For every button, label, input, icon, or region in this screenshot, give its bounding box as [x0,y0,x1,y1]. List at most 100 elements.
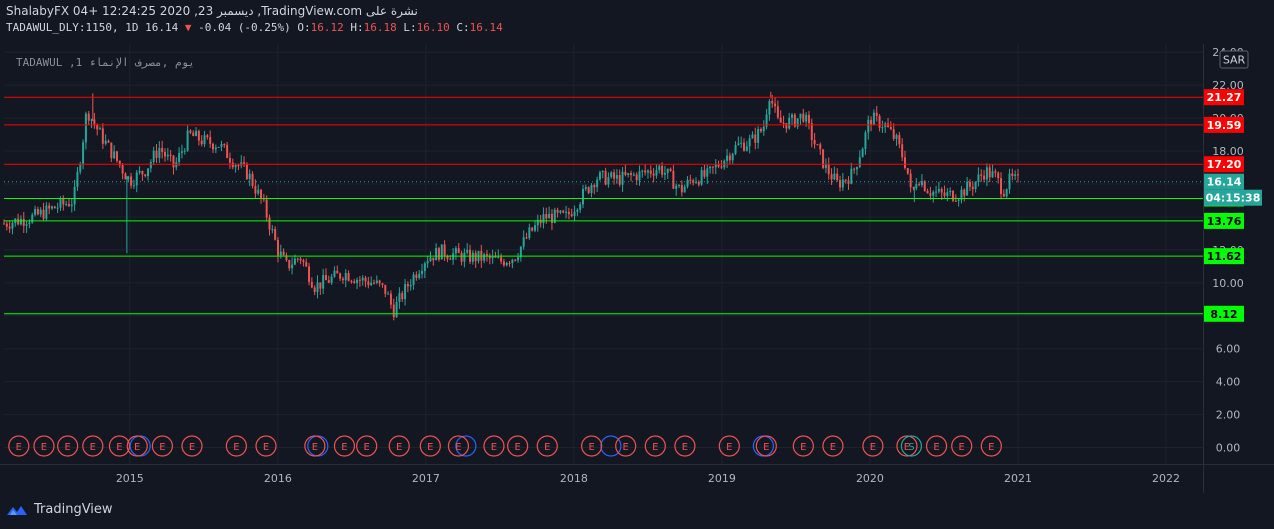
candle-body [271,229,274,231]
candle-body [53,206,56,209]
candle-body [731,153,734,161]
candle-body [618,175,621,185]
candle-body [302,260,305,263]
earnings-marker-label: E [682,442,688,453]
candle-body [423,263,426,272]
candle-body [1008,173,1011,190]
candle-body [155,150,158,158]
candle-body [926,190,929,194]
candle-body [163,152,166,157]
candle-body [514,259,517,261]
candle-body [742,142,745,151]
candle-body [223,144,226,146]
candle-body [754,134,757,143]
price-axis[interactable]: 0.002.004.006.008.0010.0012.0014.0016.00… [1203,44,1274,493]
candle-body [768,100,771,115]
candle-body [291,264,294,269]
candle-body [11,222,14,229]
candle-body [42,209,45,219]
candle-body [565,211,568,213]
candle-body [906,167,909,174]
candle-body [341,278,344,281]
support-level-badge [1204,248,1244,265]
earnings-marker-label: E [988,442,994,453]
candle-body [870,119,873,125]
candle-body [372,282,375,284]
earnings-marker [356,435,378,457]
earnings-marker [8,435,30,457]
candle-body [299,258,302,261]
candle-body [669,168,672,171]
candle-body [974,181,977,190]
earnings-marker [255,435,277,457]
candle-body [624,171,627,175]
candle-body [310,281,313,288]
candle-body [395,302,398,318]
candle-body [226,144,229,159]
earnings-marker [483,435,505,457]
candle-body [1016,174,1019,176]
candle-body [231,162,234,168]
candle-body [212,143,215,150]
resistance-level-label: 17.20 [1207,158,1242,171]
candle-body [51,206,54,209]
candle-body [93,119,96,125]
earnings-marker-label: E [652,442,658,453]
candle-body [528,227,531,239]
time-axis[interactable]: 2015 2016 2017 2018 2019 2020 2021 2022 [0,464,1274,486]
candle-body [178,152,181,163]
earnings-marker-label: E [588,442,594,453]
candle-body [183,150,186,152]
earnings-marker-label: E [396,442,402,453]
candle-body [135,172,138,186]
candle-body [935,191,938,193]
earnings-marker-label: E [763,442,769,453]
earnings-marker-label: E [116,442,122,453]
earnings-marker-label: E [64,442,70,453]
candle-body [918,184,921,186]
candle-body [748,138,751,147]
candle-body [336,270,339,274]
candle-body [508,262,511,264]
candle-body [985,167,988,180]
candle-body [757,129,760,143]
candle-body [720,166,723,168]
candle-body [576,209,579,212]
candle-body [615,175,618,179]
currency-badge[interactable]: SAR [1219,50,1249,69]
candle-body [353,281,356,284]
earnings-marker-label: E [726,442,732,453]
price-chart[interactable]: 0.002.004.006.008.0010.0012.0014.0016.00… [0,44,1274,493]
candle-body [519,246,522,258]
candle-body [189,130,192,133]
earnings-marker [151,435,173,457]
candle-body [101,128,104,144]
earnings-marker [718,435,740,457]
candle-body [517,257,520,261]
candle-body [997,172,1000,179]
candle-body [700,170,703,185]
candle-body [895,135,898,139]
candle-body [333,270,336,277]
candle-body [689,179,692,181]
candle-body [62,198,65,205]
candle-body [686,179,689,187]
candle-body [412,274,415,286]
brand[interactable]: TradingView [6,502,113,517]
candle-body [404,284,407,300]
candle-body [435,248,438,261]
earnings-marker-label: E [263,442,269,453]
candle-body [110,142,113,159]
candle-body [646,170,649,173]
candle-body [115,151,118,161]
earnings-marker-label: E [933,442,939,453]
candle-body [593,185,596,188]
candle-body [892,129,895,139]
candle-body [505,262,508,266]
price-tick-label: 22.00 [1212,79,1244,92]
candle-body [285,255,288,261]
candle-body [807,114,810,124]
symbol-label: TADAWUL_DLY:1150, 1D [6,21,139,34]
candle-body [502,261,505,266]
candle-body [841,179,844,188]
